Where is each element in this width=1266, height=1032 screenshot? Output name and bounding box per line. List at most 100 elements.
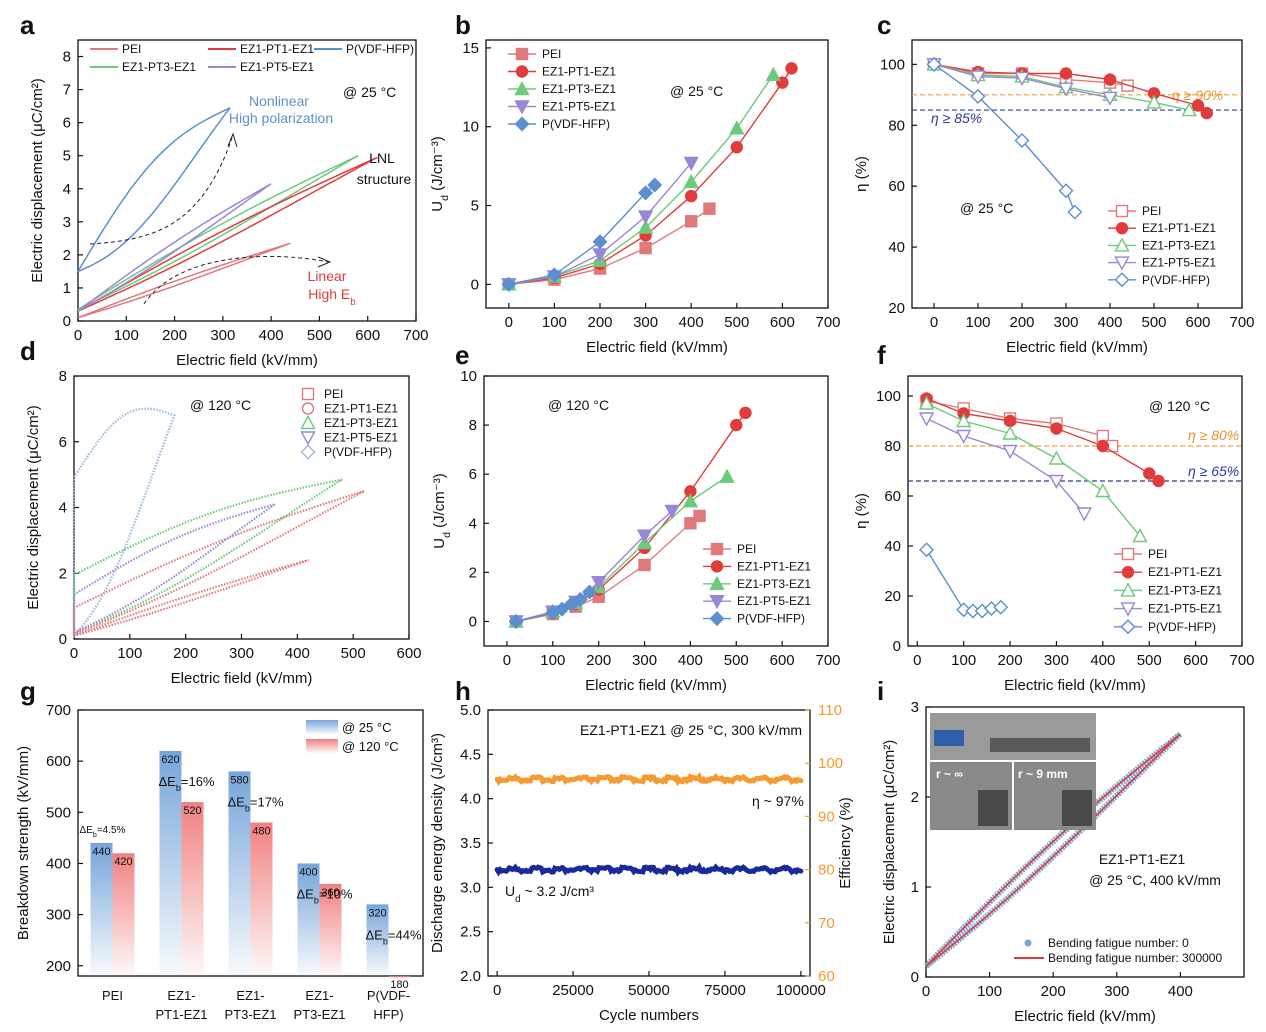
panel-h-efficiency-label: η ~ 97% <box>752 793 804 809</box>
panel-g-category-label: PT3-EZ1 <box>224 1007 276 1022</box>
panel-h-y-tick-label: 4.0 <box>460 791 481 808</box>
panel-i-inset-photos: r ~ ∞ r ~ 9 mm <box>930 713 1096 830</box>
panel-c-series-line-p-vdf-hfp <box>933 63 1076 213</box>
panel-g-category-label: EZ1- <box>167 988 195 1003</box>
panel-a-loop-ez1-pt1-ez1 <box>77 156 378 312</box>
panel-b-legend-marker <box>514 116 530 132</box>
panel-e-legend-label: P(VDF-HFP) <box>737 612 805 626</box>
panel-e-point-ez1-pt3-ez1 <box>719 468 735 483</box>
panel-g-bar-p-vdf-hfp-120-c <box>388 976 411 978</box>
panel-h-y-axis-title: Discharge energy density (J/cm³) <box>429 733 446 953</box>
panel-h-y2-tick-label: 100 <box>818 755 843 772</box>
panel-c-point-ez1-pt5-ez1 <box>1014 71 1030 87</box>
panel-g-legend-label: @ 120 °C <box>342 739 399 754</box>
panel-c-series-line-ez1-pt1-ez1 <box>933 63 1208 114</box>
panel-h-x-tick-label: 100000 <box>776 982 826 999</box>
inset-clamp <box>978 790 1008 826</box>
panel-c-y-tick-label: 100 <box>880 56 905 73</box>
panel-d-legend-marker <box>300 444 316 460</box>
panel-d-x-axis-title: Electric field (kV/mm) <box>171 670 313 687</box>
panel-g-bar-pei-120-c <box>112 853 135 976</box>
panel-e-point-ez1-pt3-ez1 <box>682 493 699 508</box>
panel-a-loop-pei <box>77 242 291 319</box>
panel-c-legend-marker <box>1114 256 1130 271</box>
panel-b-point-ez1-pt3-ez1 <box>637 219 654 234</box>
panel-i-x-tick-label: 400 <box>1168 983 1193 1000</box>
panel-c-y-tick-label: 60 <box>888 178 905 195</box>
panel-a-arrow-head <box>317 256 332 268</box>
panel-c-point-p-vdf-hfp <box>1067 204 1083 220</box>
panel-b-x-tick-label: 600 <box>770 314 795 331</box>
panel-b-point-p-vdf-hfp <box>546 267 562 283</box>
panel-h-y2-tick-label: 80 <box>818 862 835 879</box>
panel-b-x-tick-label: 100 <box>542 314 567 331</box>
panel-c-point-ez1-pt3-ez1 <box>1181 102 1197 117</box>
panel-g-y-tick-label: 500 <box>46 804 71 821</box>
panel-f-legend-label: EZ1-PT1-EZ1 <box>1148 565 1222 579</box>
panel-f-y-axis-title: η (%) <box>853 493 870 529</box>
panel-b-legend-marker <box>515 65 529 78</box>
panel-a-y-tick-label: 5 <box>63 148 71 165</box>
panel-g-drop-label: ΔEb=4.5% <box>80 825 126 839</box>
panel-f-legend-marker <box>1121 566 1135 579</box>
panel-d-x-tick-label: 200 <box>173 645 198 662</box>
panel-letter-d: d <box>20 336 36 366</box>
panel-c-point-ez1-pt3-ez1 <box>1146 94 1162 109</box>
panel-d-legend-marker <box>300 431 316 446</box>
panel-a-legend-label: EZ1-PT5-EZ1 <box>240 60 314 74</box>
panel-f-legend-marker <box>1120 619 1136 635</box>
panel-g-bar-value: 320 <box>368 907 386 919</box>
panel-f-plot-frame <box>907 375 1243 647</box>
panel-e-point-ez1-pt5-ez1 <box>590 575 607 591</box>
panel-b-x-tick-label: 0 <box>505 314 513 331</box>
panel-f-point-p-vdf-hfp <box>956 602 972 618</box>
panel-f-legend-marker <box>1120 602 1136 617</box>
panel-f-point-p-vdf-hfp <box>993 599 1009 615</box>
panel-g: 200 300 400 500 600 700 Breakdown strength (kV… <box>15 702 424 1022</box>
panel-g-bar-p-vdf-hfp-25-c <box>366 904 389 976</box>
panel-e-point-pei <box>684 517 697 530</box>
panel-d-y-tick-label: 2 <box>59 565 67 582</box>
panel-g-drop-label: ΔEb=17% <box>227 794 283 813</box>
panel-d-legend-label: P(VDF-HFP) <box>324 445 392 459</box>
panel-a-y-tick-label: 2 <box>63 247 71 264</box>
panel-d-loop-ez1-pt5-ez1 <box>72 503 276 635</box>
panel-c-x-tick-label: 400 <box>1097 314 1122 331</box>
panel-f-x-tick-label: 0 <box>913 652 921 669</box>
panel-c-x-tick-label: 700 <box>1229 314 1254 331</box>
panel-f-ref-label-65: η ≥ 65% <box>1188 463 1239 479</box>
panel-a-x-tick-label: 500 <box>307 327 332 344</box>
panel-h-plot-frame <box>487 709 811 977</box>
panel-e-point-p-vdf-hfp <box>582 584 597 600</box>
panel-e-legend-label: PEI <box>737 542 756 556</box>
panel-d-legend-label: EZ1-PT3-EZ1 <box>324 416 398 430</box>
panel-c-y-tick-label: 80 <box>888 117 905 134</box>
panel-f-ref-label-80: η ≥ 80% <box>1188 427 1239 443</box>
inset-device-display <box>934 730 964 746</box>
panel-b-y-tick-label: 5 <box>471 198 479 215</box>
panel-f-point-ez1-pt1-ez1 <box>1003 414 1017 428</box>
panel-g-category-label: PT1-EZ1 <box>155 1007 207 1022</box>
panel-e-point-pei <box>638 558 651 572</box>
panel-e-x-tick-label: 300 <box>632 652 657 669</box>
panel-e: 0 100 200 300 400 500 600 700 0 2 4 6 8 10 Electric fi… <box>431 368 841 694</box>
panel-f-point-p-vdf-hfp <box>919 542 935 558</box>
panel-i-legend-marker <box>1024 939 1032 947</box>
panel-d-legend-label: EZ1-PT5-EZ1 <box>324 431 398 445</box>
panel-f-point-ez1-pt5-ez1 <box>918 412 935 427</box>
panel-b-legend-label: P(VDF-HFP) <box>542 117 610 131</box>
panel-letter-h: h <box>455 676 471 706</box>
panel-g-bar-value: 420 <box>114 856 132 868</box>
panel-c-point-ez1-pt1-ez1 <box>1103 73 1117 86</box>
panel-c-legend-marker <box>1115 204 1129 218</box>
panel-h-y-tick-label: 3.0 <box>460 879 481 896</box>
panel-b-y-tick-label: 15 <box>462 40 479 57</box>
panel-b-point-ez1-pt1-ez1 <box>685 189 698 203</box>
panel-d-legend-marker <box>301 387 315 401</box>
panel-e-point-p-vdf-hfp <box>508 613 524 629</box>
panel-f-y-tick-label: 40 <box>884 538 901 555</box>
panel-h-x-axis-title: Cycle numbers <box>599 1007 699 1024</box>
panel-i-x-tick-label: 100 <box>977 983 1002 1000</box>
panel-a: 0 100 200 300 400 500 600 700 0 1 2 3 4 5 6 7 8 Electric … <box>29 39 429 369</box>
panel-c-series-line-pei <box>933 63 1128 87</box>
